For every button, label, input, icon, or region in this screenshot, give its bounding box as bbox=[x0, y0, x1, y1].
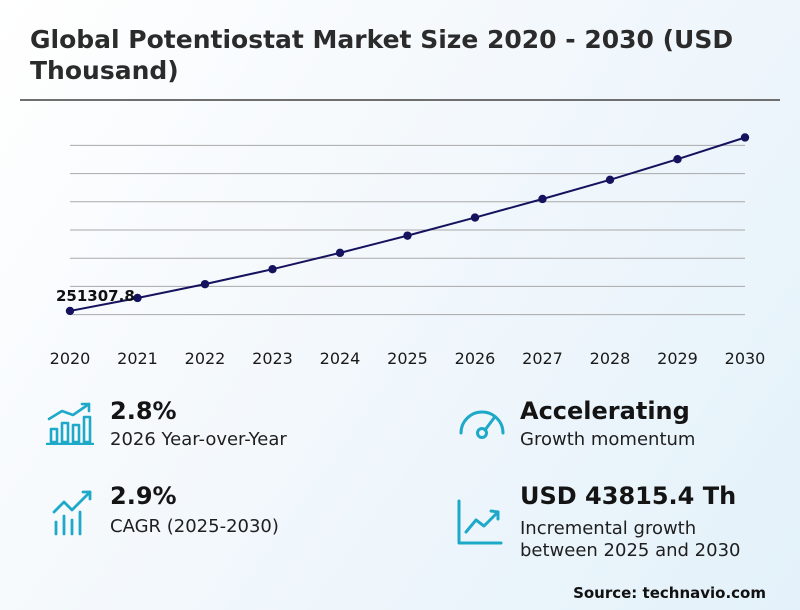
data-label: 251307.8 bbox=[56, 287, 135, 305]
gridlines bbox=[70, 144, 745, 316]
stat-momentum: Accelerating Growth momentum bbox=[400, 395, 800, 465]
data-points bbox=[65, 133, 750, 316]
x-tick-label: 2027 bbox=[522, 349, 563, 368]
x-axis-ticks: 2020 2021 2022 2023 2024 2025 2026 2027 2028 2029… bbox=[50, 349, 766, 368]
stat-momentum-value: Accelerating bbox=[520, 397, 690, 425]
data-point bbox=[470, 213, 480, 222]
stat-incremental-value: USD 43815.4 Th bbox=[520, 482, 737, 510]
x-tick-label: 2023 bbox=[252, 349, 293, 368]
stat-incremental-desc-line2: between 2025 and 2030 bbox=[520, 540, 741, 561]
data-point bbox=[673, 155, 682, 164]
growth-chart-icon bbox=[457, 499, 503, 545]
series-line bbox=[69, 136, 746, 312]
series-line-layer bbox=[69, 136, 746, 312]
x-tick-label: 2020 bbox=[50, 349, 91, 368]
stat-momentum-desc: Growth momentum bbox=[520, 429, 696, 450]
stat-yoy-value: 2.8% bbox=[110, 397, 177, 425]
x-tick-label: 2025 bbox=[387, 349, 428, 368]
stat-yoy-desc: 2026 Year-over-Year bbox=[110, 429, 287, 450]
source-credit: Source: technavio.com bbox=[573, 584, 766, 602]
data-point bbox=[200, 279, 210, 289]
x-tick-label: 2022 bbox=[185, 349, 226, 368]
data-point bbox=[335, 248, 345, 258]
trend-bars-icon bbox=[52, 490, 92, 536]
data-point bbox=[268, 265, 277, 274]
stat-cagr-value: 2.9% bbox=[110, 482, 177, 510]
data-point bbox=[538, 194, 547, 204]
line-chart: 251307.8 2020 2021 2022 2023 2024 2025 2026 202… bbox=[50, 133, 766, 368]
x-tick-label: 2030 bbox=[725, 349, 766, 368]
stat-cagr-desc: CAGR (2025-2030) bbox=[110, 516, 279, 537]
data-point bbox=[605, 175, 615, 184]
data-point bbox=[403, 231, 412, 240]
data-labels: 251307.8 bbox=[56, 287, 135, 305]
x-tick-label: 2029 bbox=[657, 349, 698, 368]
title-divider bbox=[20, 99, 780, 101]
stat-incremental-desc-line1: Incremental growth bbox=[520, 518, 697, 539]
x-tick-label: 2024 bbox=[320, 349, 361, 368]
stat-yoy: 2.8% 2026 Year-over-Year bbox=[0, 395, 400, 465]
bar-growth-icon bbox=[46, 402, 94, 445]
chart-title: Global Potentiostat Market Size 2020 - 2… bbox=[30, 25, 734, 85]
data-point bbox=[740, 133, 750, 142]
x-tick-label: 2028 bbox=[590, 349, 631, 368]
stat-incremental: USD 43815.4 Th Incremental growth betwee… bbox=[400, 480, 800, 570]
speedometer-icon bbox=[459, 410, 505, 439]
x-tick-label: 2026 bbox=[455, 349, 496, 368]
data-point bbox=[65, 306, 75, 316]
stat-cagr: 2.9% CAGR (2025-2030) bbox=[0, 480, 400, 550]
data-point bbox=[133, 293, 142, 303]
x-tick-label: 2021 bbox=[117, 349, 158, 368]
